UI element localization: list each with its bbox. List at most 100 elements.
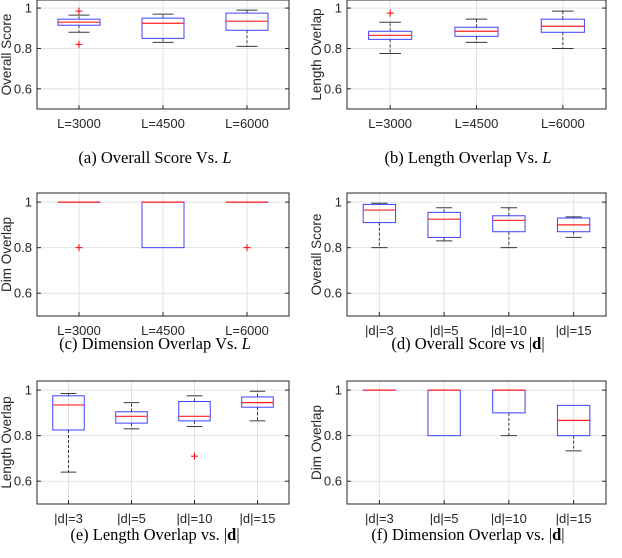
- x-tick-label: L=6000: [541, 116, 585, 131]
- y-tick-label: 1: [335, 1, 342, 16]
- plot-frame: [36, 380, 290, 505]
- y-tick-label: 1: [335, 195, 342, 210]
- x-tick-label: L=3000: [368, 116, 412, 131]
- x-tick-label: L=4500: [141, 116, 185, 131]
- caption-bar-right: |: [561, 525, 564, 544]
- caption-text: (e) Length Overlap vs.: [70, 525, 224, 544]
- y-axis-label: Length Overlap: [0, 396, 14, 488]
- subplot-f: 0.6 0.8 1 |d|=3 |d|=5 |d|=10 |d|=15 Dim Overlap…: [309, 380, 607, 544]
- caption-bar-right: |: [541, 334, 544, 353]
- box-2: [225, 201, 269, 252]
- caption-text: (f) Dimension Overlap vs.: [371, 525, 548, 544]
- x-tick-label: |d|=5: [430, 323, 459, 338]
- box-1: [454, 18, 499, 43]
- outlier-point: [386, 9, 394, 17]
- y-axis-label: Dim Overlap: [309, 405, 324, 480]
- y-tick-label: 0.8: [324, 41, 342, 56]
- x-tick-label: |d|=5: [117, 511, 146, 526]
- subplot-caption: (a) Overall Score Vs. L: [78, 148, 231, 167]
- outlier-point: [191, 452, 198, 460]
- box-2: [492, 207, 526, 249]
- caption-text: (c) Dimension Overlap Vs.: [59, 334, 242, 353]
- x-tick-label: |d|=5: [430, 511, 459, 526]
- box-1: [427, 207, 461, 242]
- y-axis-label: Overall Score: [0, 14, 14, 96]
- x-tick-label: L=6000: [225, 116, 269, 131]
- box-2: [225, 9, 269, 47]
- y-tick-label: 1: [335, 383, 342, 398]
- x-tick-label: L=3000: [57, 323, 101, 338]
- caption-bold-variable: d: [227, 525, 236, 544]
- y-tick-label: 0.8: [324, 240, 342, 255]
- caption-text: (b) Length Overlap Vs.: [385, 148, 543, 167]
- subplot-caption: (d) Overall Score vs |d|: [391, 334, 544, 353]
- y-tick-label: 0.8: [14, 240, 32, 255]
- y-tick-label: 0.8: [324, 428, 342, 443]
- subplot-a: 0.6 0.8 1 L=3000 L=4500 L=6000 Overall Score (a…: [0, 0, 290, 167]
- box-1: [427, 389, 461, 437]
- caption-bold-variable: d: [552, 525, 561, 544]
- box-iqr: [362, 203, 397, 224]
- x-tick-label: |d|=15: [239, 511, 275, 526]
- box-0: [57, 7, 101, 48]
- x-tick-label: |d|=10: [176, 511, 212, 526]
- box-3: [241, 390, 274, 422]
- x-tick-label: |d|=3: [365, 511, 394, 526]
- subplot-caption: (c) Dimension Overlap Vs. L: [59, 334, 251, 353]
- box-0: [368, 9, 413, 54]
- x-tick-label: |d|=15: [556, 511, 592, 526]
- box-3: [556, 216, 591, 238]
- box-iqr: [178, 401, 211, 422]
- subplot-e: 0.6 0.8 1 |d|=3 |d|=5 |d|=10 |d|=15 Length Over…: [0, 380, 290, 544]
- plot-frame: [346, 380, 607, 505]
- box-2: [492, 389, 526, 437]
- subplot-b: 0.6 0.8 1 L=3000 L=4500 L=6000 Length Overlap (…: [309, 0, 607, 167]
- box-iqr: [115, 411, 148, 424]
- subplot-d: 0.6 0.8 1 |d|=3 |d|=5 |d|=10 |d|=15 Overall Sco…: [309, 192, 607, 353]
- y-tick-label: 0.6: [14, 474, 32, 489]
- y-tick-label: 1: [25, 383, 32, 398]
- subplot-caption: (e) Length Overlap vs. |d|: [70, 525, 239, 544]
- box-0: [362, 202, 397, 249]
- x-tick-label: |d|=10: [491, 323, 527, 338]
- box-1: [141, 201, 185, 249]
- x-tick-label: |d|=3: [365, 323, 394, 338]
- subplot-c: 0.6 0.8 1 L=3000 L=4500 L=6000 Dim Overlap (c) …: [0, 192, 290, 353]
- subplot-caption: (b) Length Overlap Vs. L: [385, 148, 552, 167]
- box-0: [52, 393, 85, 473]
- x-tick-label: L=4500: [141, 323, 185, 338]
- y-tick-label: 0.6: [324, 286, 342, 301]
- y-tick-label: 1: [25, 195, 32, 210]
- caption-variable: L: [221, 148, 231, 167]
- caption-bar-left: |: [224, 525, 227, 544]
- outlier-point: [75, 40, 83, 48]
- x-tick-label: L=6000: [225, 323, 269, 338]
- y-axis-label: Dim Overlap: [0, 217, 14, 292]
- outlier-point: [243, 244, 251, 252]
- y-tick-label: 0.6: [324, 81, 342, 96]
- outlier-point: [75, 244, 83, 252]
- subplot-caption: (f) Dimension Overlap vs. |d|: [371, 525, 564, 544]
- box-iqr: [141, 17, 185, 39]
- outlier-point: [75, 7, 83, 15]
- caption-variable: L: [541, 148, 551, 167]
- y-tick-label: 0.6: [14, 81, 32, 96]
- box-2: [540, 10, 585, 49]
- caption-text: (d) Overall Score vs: [391, 334, 528, 353]
- box-2: [178, 395, 211, 460]
- x-tick-label: |d|=3: [54, 511, 83, 526]
- x-tick-label: |d|=10: [491, 511, 527, 526]
- box-3: [556, 404, 591, 452]
- plot-frame: [346, 192, 607, 317]
- caption-variable: L: [241, 334, 251, 353]
- caption-bar-left: |: [529, 334, 532, 353]
- x-tick-label: |d|=15: [556, 323, 592, 338]
- y-axis-label: Length Overlap: [309, 8, 324, 100]
- y-axis-label: Overall Score: [309, 214, 324, 296]
- box-1: [141, 13, 185, 43]
- box-iqr: [492, 215, 526, 233]
- caption-bold-variable: d: [532, 334, 541, 353]
- y-tick-label: 0.8: [14, 41, 32, 56]
- x-tick-label: L=4500: [455, 116, 499, 131]
